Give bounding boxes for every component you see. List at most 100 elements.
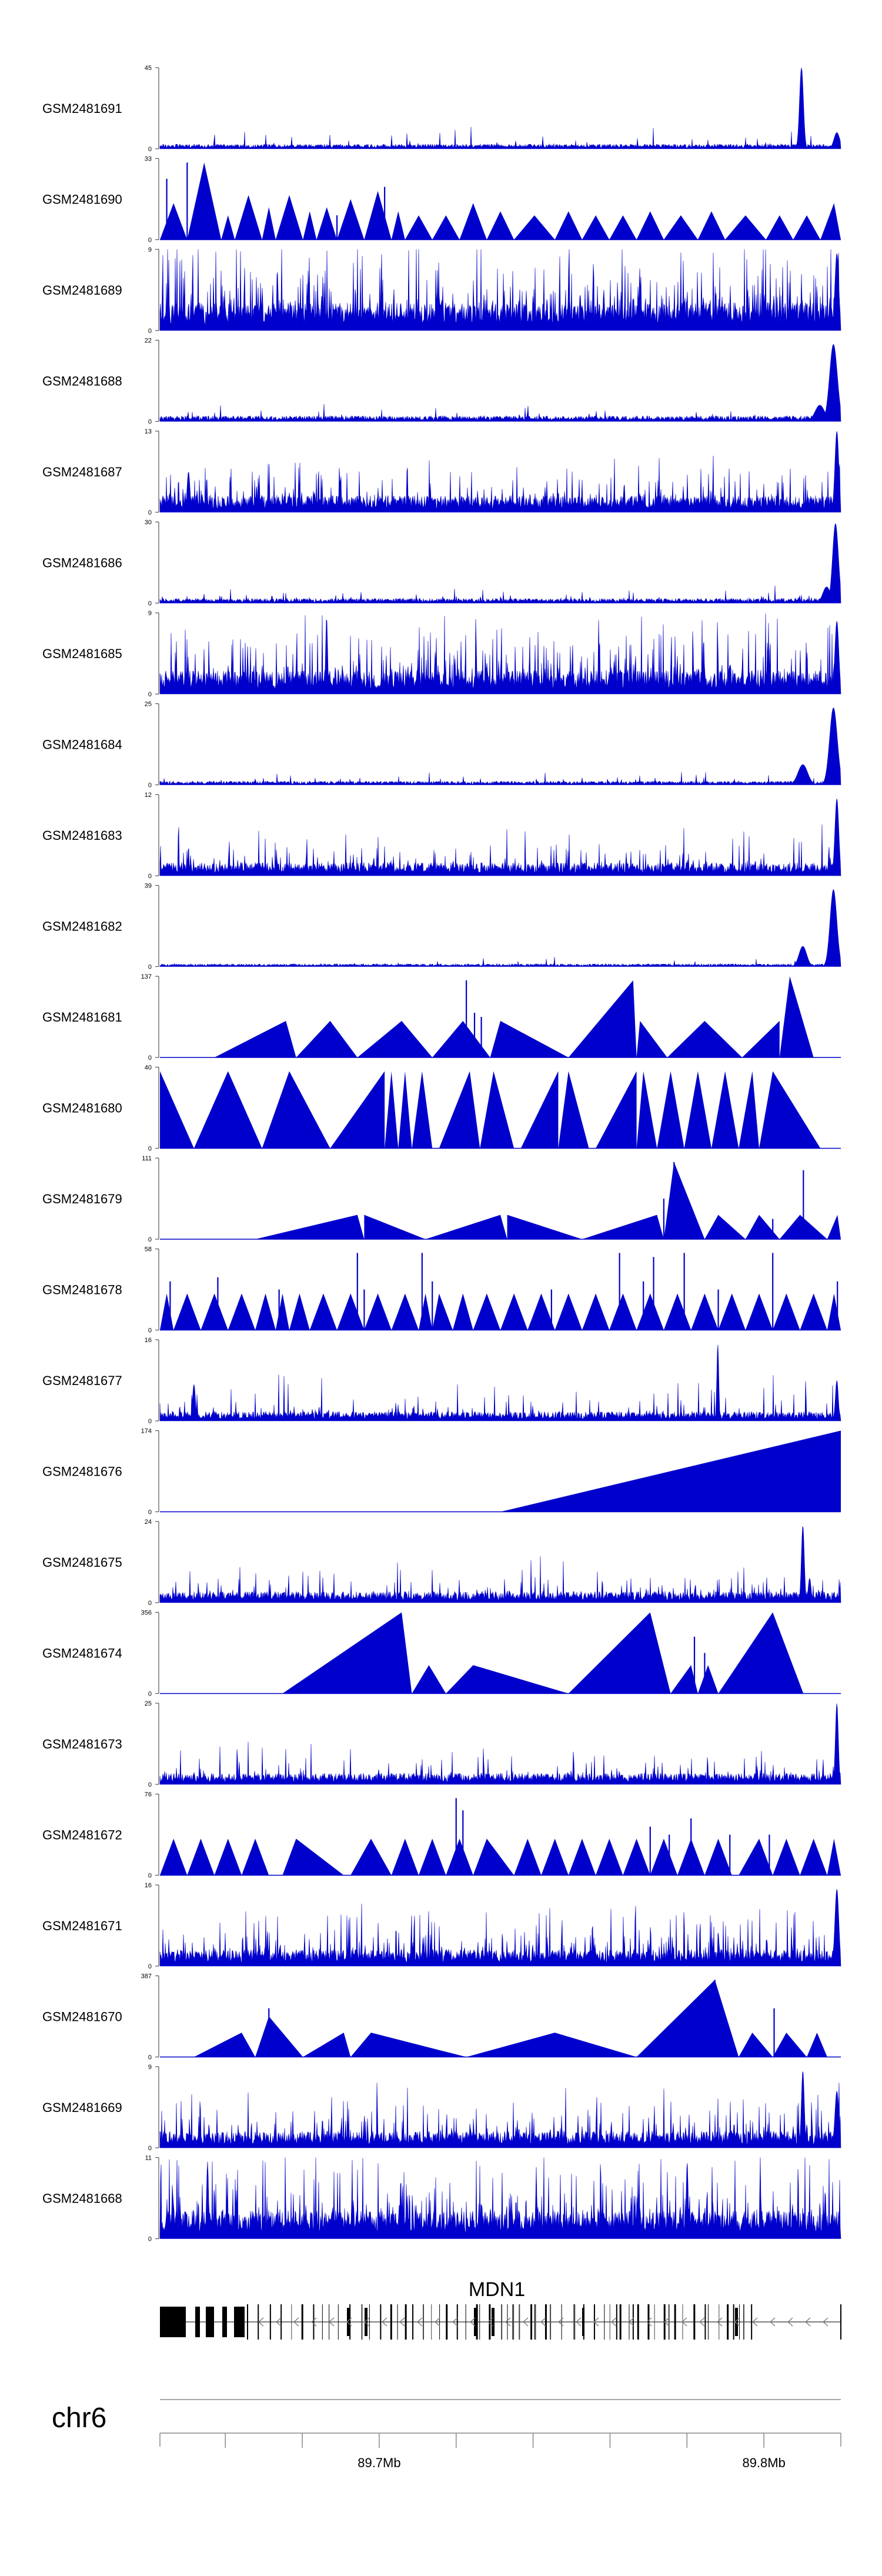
y-min-label: 0 xyxy=(148,2145,152,2152)
coverage-segment xyxy=(582,1293,610,1330)
coverage-area xyxy=(159,67,841,149)
coverage-segment xyxy=(827,1214,841,1239)
coverage-segment xyxy=(725,215,766,240)
gene-exon xyxy=(474,2308,477,2336)
coverage-segment xyxy=(255,2016,303,2057)
y-max-label: 9 xyxy=(148,246,152,253)
coverage-segment xyxy=(773,1838,800,1876)
coverage-segment xyxy=(160,1838,188,1876)
gene-exon xyxy=(313,2304,315,2340)
strand-arrow-icon xyxy=(681,2317,687,2327)
gene-exon xyxy=(544,2304,547,2340)
coverage-segment xyxy=(667,1020,743,1057)
strand-arrow-icon xyxy=(611,2317,617,2327)
track-GSM2481691: GSM2481691 45 0 xyxy=(42,65,841,153)
coverage-segment xyxy=(412,1665,446,1694)
y-max-label: 9 xyxy=(148,2064,152,2071)
coverage-tracks: GSM2481691450GSM2481690330GSM248168990GS… xyxy=(42,65,841,2243)
track-label: GSM2481668 xyxy=(42,2191,122,2206)
strand-arrow-icon xyxy=(805,2317,811,2327)
coverage-segment xyxy=(303,2033,351,2057)
y-min-label: 0 xyxy=(148,1781,152,1788)
gene-exon xyxy=(534,2304,536,2340)
track-label: GSM2481669 xyxy=(42,2100,122,2115)
coverage-segment xyxy=(350,2033,467,2057)
track-GSM2481671: GSM2481671 16 0 xyxy=(42,1882,841,1970)
genome-axis: chr6 89.7Mb 89.8Mb xyxy=(52,2399,841,2470)
gene-exon xyxy=(412,2304,414,2340)
coverage-segment xyxy=(193,2033,256,2057)
gene-exon xyxy=(365,2308,368,2336)
coverage-segment xyxy=(514,215,555,240)
gene-exon xyxy=(674,2304,676,2340)
gene-exon xyxy=(743,2304,744,2340)
track-GSM2481687: GSM2481687 13 0 xyxy=(42,428,841,516)
gene-exon xyxy=(530,2304,533,2340)
gene-exon xyxy=(446,2304,448,2340)
gene-exon xyxy=(247,2304,248,2340)
y-min-label: 0 xyxy=(148,782,152,789)
track-label: GSM2481682 xyxy=(42,919,122,934)
track-label: GSM2481688 xyxy=(42,374,122,389)
gene-exon xyxy=(160,2307,186,2337)
coverage-segment xyxy=(636,1020,667,1057)
strand-arrow-icon xyxy=(293,2317,299,2327)
coverage-segment xyxy=(739,1071,760,1149)
coverage-segment xyxy=(160,1293,174,1330)
gene-exon xyxy=(693,2304,696,2340)
strand-arrow-icon xyxy=(717,2317,723,2327)
y-max-label: 33 xyxy=(145,156,152,163)
gene-exon xyxy=(222,2307,227,2337)
track-GSM2481674: GSM2481674 356 0 xyxy=(42,1610,841,1698)
gene-exon xyxy=(347,2308,350,2336)
coverage-segment xyxy=(697,1665,719,1694)
track-GSM2481677: GSM2481677 16 0 xyxy=(42,1337,841,1425)
strand-arrow-icon xyxy=(258,2317,264,2327)
coverage-segment xyxy=(514,1838,542,1876)
y-max-label: 25 xyxy=(145,1700,152,1707)
y-max-label: 111 xyxy=(142,1155,152,1162)
strand-arrow-icon xyxy=(523,2317,529,2327)
track-label: GSM2481670 xyxy=(42,2010,122,2024)
coverage-segment xyxy=(364,1293,392,1330)
coverage-segment xyxy=(160,203,188,240)
coverage-segment xyxy=(432,1020,490,1057)
coverage-segment xyxy=(759,1071,821,1149)
track-GSM2481689: GSM2481689 9 0 xyxy=(42,246,841,335)
coverage-segment xyxy=(704,1214,746,1239)
gene-exon xyxy=(735,2308,738,2336)
y-max-label: 13 xyxy=(145,428,152,435)
gene-exon xyxy=(322,2304,323,2340)
gene-exon xyxy=(668,2304,670,2340)
strand-arrow-icon xyxy=(346,2317,352,2327)
gene-exon xyxy=(512,2304,514,2340)
coverage-segment xyxy=(466,2033,637,2057)
coverage-segment xyxy=(636,1293,664,1330)
chromosome-label: chr6 xyxy=(52,2403,106,2434)
coverage-segment xyxy=(473,1293,500,1330)
strand-arrow-icon xyxy=(699,2317,705,2327)
track-label: GSM2481681 xyxy=(42,1010,122,1025)
gene-exon xyxy=(739,2304,740,2340)
coverage-segment xyxy=(609,215,637,240)
coverage-area xyxy=(159,344,841,422)
track-label: GSM2481683 xyxy=(42,828,122,843)
strand-arrow-icon xyxy=(329,2317,335,2327)
coverage-segment xyxy=(187,1838,215,1876)
coverage-segment xyxy=(412,1071,433,1149)
coverage-area xyxy=(159,2071,841,2148)
coverage-segment xyxy=(691,1293,719,1330)
y-min-label: 0 xyxy=(148,2054,152,2061)
coverage-segment xyxy=(684,1071,711,1149)
gene-exon xyxy=(619,2304,622,2340)
coverage-segment xyxy=(473,1838,514,1876)
coverage-segment xyxy=(385,1071,399,1149)
track-GSM2481683: GSM2481683 12 0 xyxy=(42,792,841,880)
coverage-segment xyxy=(255,1214,365,1239)
y-min-label: 0 xyxy=(148,1873,152,1880)
strand-arrow-icon xyxy=(364,2317,370,2327)
track-GSM2481681: GSM2481681 137 0 xyxy=(42,973,841,1062)
coverage-segment xyxy=(718,1612,804,1694)
coverage-segment xyxy=(807,2033,827,2057)
coverage-segment xyxy=(520,1071,559,1149)
